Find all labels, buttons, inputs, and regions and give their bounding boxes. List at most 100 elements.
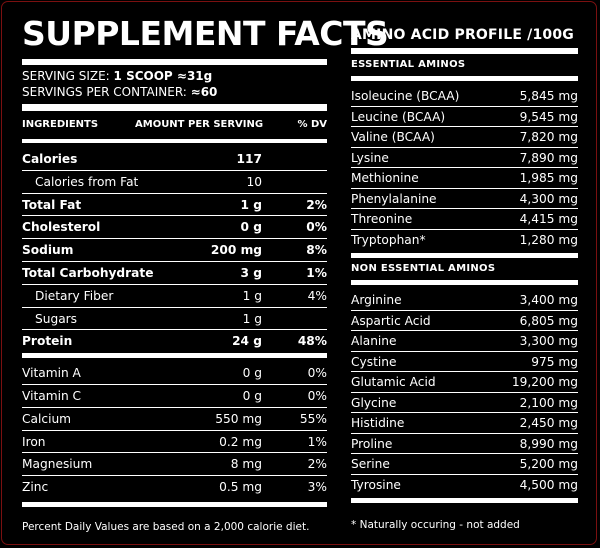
- amino-name: Isoleucine (BCAA): [351, 89, 460, 103]
- amino-row: Arginine 3,400 mg: [351, 290, 578, 311]
- divider-thick: [22, 501, 327, 507]
- nutrient-amount: 24 g: [232, 334, 262, 349]
- amino-value: 5,200 mg: [519, 457, 578, 471]
- amino-value: 4,500 mg: [519, 477, 578, 492]
- amino-row: Glutamic Acid 19,200 mg: [351, 372, 578, 393]
- amino-name: Leucine (BCAA): [351, 109, 446, 124]
- nutrient-amount: 1 g: [242, 288, 262, 303]
- servings-per-container: SERVINGS PER CONTAINER: ≈60: [22, 84, 327, 100]
- amino-row: Serine 5,200 mg: [351, 454, 578, 475]
- nutrient-row: Total Carbohydrate 3 g 1%: [22, 262, 327, 285]
- nutrient-amount: 10: [246, 174, 262, 189]
- mineral-amount: 8 mg: [230, 457, 262, 472]
- amino-value: 8,990 mg: [519, 436, 578, 451]
- amino-value: 2,100 mg: [519, 395, 578, 410]
- amino-name: Alanine: [351, 334, 397, 348]
- essential-amino-list: Isoleucine (BCAA) 5,845 mg Leucine (BCAA) 9…: [351, 86, 578, 250]
- amino-name: Methionine: [351, 171, 419, 185]
- mineral-amount: 0 g: [242, 388, 262, 403]
- mineral-row: Iron 0.2 mg 1%: [22, 431, 327, 454]
- amino-row: Proline 8,990 mg: [351, 434, 578, 454]
- amino-value: 1,985 mg: [519, 171, 578, 185]
- mineral-dv: 0%: [307, 366, 327, 381]
- amino-value: 5,845 mg: [519, 89, 578, 103]
- nutrient-name: Protein: [22, 334, 73, 349]
- divider-thick: [351, 48, 578, 54]
- nutrient-row: Sugars 1 g: [22, 308, 327, 331]
- nutrient-amount: 1 g: [242, 311, 262, 326]
- amino-value: 975 mg: [531, 354, 578, 369]
- nutrient-name: Total Fat: [22, 197, 82, 212]
- nutrient-name: Dietary Fiber: [35, 288, 114, 303]
- amino-row: Lysine 7,890 mg: [351, 148, 578, 168]
- serving-size: SERVING SIZE: 1 SCOOP ≈31g: [22, 68, 327, 84]
- nutrient-list: Calories 117 Calories from Fat 10 Total Fat 1…: [22, 148, 327, 353]
- nutrient-row: Cholesterol 0 g 0%: [22, 216, 327, 240]
- nutrient-name: Sodium: [22, 243, 74, 258]
- mineral-list: Vitamin A 0 g 0% Vitamin C 0 g 0% Calcium 550 m…: [22, 362, 327, 499]
- amino-value: 4,415 mg: [519, 212, 578, 226]
- amino-name: Arginine: [351, 293, 402, 307]
- amino-row: Tryptophan* 1,280 mg: [351, 230, 578, 251]
- amino-value: 19,200 mg: [511, 375, 578, 389]
- amino-name: Phenylalanine: [351, 191, 437, 206]
- header-amount: AMOUNT PER SERVING: [135, 119, 264, 130]
- amino-value: 1,280 mg: [519, 232, 578, 247]
- amino-name: Proline: [351, 436, 393, 451]
- amino-row: Valine (BCAA) 7,820 mg: [351, 127, 578, 148]
- divider-thick: [22, 104, 327, 111]
- amino-value: 2,450 mg: [519, 416, 578, 430]
- nutrient-name: Sugars: [35, 311, 78, 326]
- amino-name: Threonine: [351, 212, 413, 226]
- amino-acid-panel: AMINO ACID PROFILE /100G ESSENTIAL AMINO…: [351, 24, 578, 531]
- mineral-dv: 55%: [299, 411, 327, 426]
- daily-value-footnote: Percent Daily Values are based on a 2,00…: [22, 520, 310, 533]
- nutrient-amount: 3 g: [240, 265, 262, 280]
- nutrient-dv: 2%: [306, 197, 327, 212]
- amino-row: Isoleucine (BCAA) 5,845 mg: [351, 86, 578, 107]
- essential-aminos-header: ESSENTIAL AMINOS: [351, 59, 466, 70]
- non-essential-aminos-header: NON ESSENTIAL AMINOS: [351, 263, 496, 274]
- nutrient-name: Calories from Fat: [35, 174, 139, 189]
- nutrient-row: Protein 24 g 48%: [22, 330, 327, 353]
- mineral-amount: 0.5 mg: [219, 480, 262, 495]
- amino-name: Glycine: [351, 395, 397, 410]
- amino-value: 3,400 mg: [519, 293, 578, 307]
- nutrient-dv: 0%: [306, 220, 327, 235]
- mineral-name: Iron: [22, 434, 46, 449]
- amino-name: Glutamic Acid: [351, 375, 436, 389]
- non-essential-amino-list: Arginine 3,400 mg Aspartic Acid 6,805 mg Ala…: [351, 290, 578, 495]
- amino-value: 7,890 mg: [519, 150, 578, 165]
- tryptophan-note: * Naturally occuring - not added: [351, 519, 520, 531]
- amino-name: Lysine: [351, 150, 389, 165]
- amino-row: Histidine 2,450 mg: [351, 413, 578, 434]
- amino-name: Tryptophan*: [351, 232, 426, 247]
- nutrient-name: Cholesterol: [22, 220, 101, 235]
- divider-thick: [351, 76, 578, 81]
- nutrient-row: Sodium 200 mg 8%: [22, 239, 327, 262]
- amino-value: 9,545 mg: [519, 109, 578, 124]
- mineral-amount: 550 mg: [215, 411, 262, 426]
- mineral-row: Magnesium 8 mg 2%: [22, 453, 327, 477]
- mineral-row: Calcium 550 mg 55%: [22, 408, 327, 431]
- mineral-amount: 0 g: [242, 366, 262, 381]
- supplement-facts-panel: SUPPLEMENT FACTS SERVING SIZE: 1 SCOOP ≈…: [22, 14, 389, 533]
- divider-thick: [22, 139, 327, 143]
- supplement-facts-title: SUPPLEMENT FACTS: [22, 14, 389, 53]
- nutrient-name: Calories: [22, 152, 78, 166]
- mineral-row: Vitamin C 0 g 0%: [22, 385, 327, 408]
- mineral-name: Vitamin C: [22, 388, 82, 403]
- amino-name: Valine (BCAA): [351, 130, 435, 144]
- nutrient-amount: 117: [236, 152, 262, 166]
- amino-name: Serine: [351, 457, 390, 471]
- servings-per-container-value: ≈60: [190, 85, 218, 99]
- servings-per-container-label: SERVINGS PER CONTAINER:: [22, 85, 191, 99]
- amino-value: 6,805 mg: [519, 313, 578, 328]
- divider-thick: [351, 280, 578, 285]
- amino-name: Aspartic Acid: [351, 313, 431, 328]
- amino-row: Cystine 975 mg: [351, 352, 578, 372]
- amino-row: Aspartic Acid 6,805 mg: [351, 311, 578, 331]
- mineral-name: Zinc: [22, 480, 49, 495]
- amino-name: Cystine: [351, 354, 397, 369]
